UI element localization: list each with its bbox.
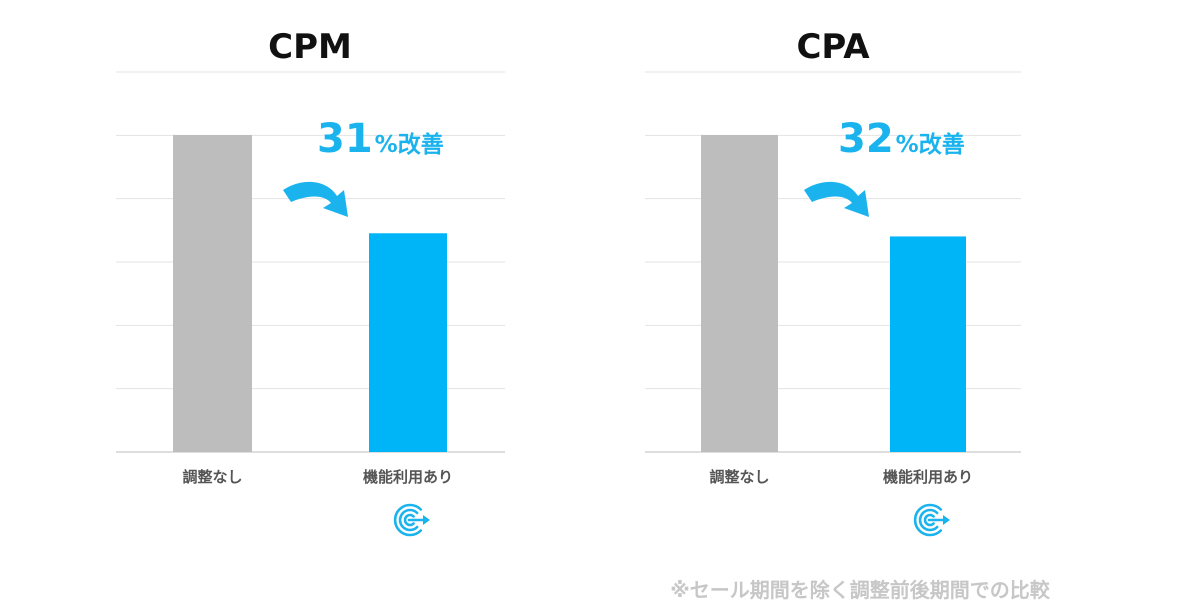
arrow-shape	[283, 181, 348, 217]
chart-cpm: CPM 調整なし 機能利用あり 31%改善	[116, 27, 505, 537]
logo-ring	[913, 503, 943, 537]
improvement-number: 31	[317, 116, 373, 162]
arrow-icon	[804, 181, 869, 217]
improvement-number: 32	[838, 116, 894, 162]
chart-title: CPA	[796, 27, 870, 67]
improvement-suffix: %改善	[896, 131, 965, 158]
logo-ring	[918, 508, 939, 532]
x-tick-label: 調整なし	[182, 468, 242, 486]
footnote: ※セール期間を除く調整前後期間での比較	[670, 578, 1050, 602]
logo-ring	[398, 508, 419, 532]
chart-title: CPM	[268, 27, 352, 67]
logo-icon	[913, 503, 950, 537]
improvement-suffix: %改善	[375, 131, 444, 158]
logo-arrow-head	[943, 515, 950, 525]
x-tick-label: 機能利用あり	[363, 468, 453, 486]
bar-baseline	[701, 135, 778, 452]
bar-feature	[890, 236, 966, 452]
logo-ring	[393, 503, 423, 537]
bar-baseline	[173, 135, 252, 452]
chart-cpa: CPA 調整なし 機能利用あり 32%改善	[645, 27, 1021, 537]
logo-arrow-head	[423, 515, 430, 525]
improvement-label: 32%改善	[838, 116, 965, 162]
arrow-shape	[804, 181, 869, 217]
logo-ring	[923, 513, 935, 527]
bar-feature	[369, 233, 447, 452]
arrow-icon	[283, 181, 348, 217]
improvement-label: 31%改善	[317, 116, 444, 162]
logo-ring	[403, 513, 415, 527]
x-tick-label: 調整なし	[709, 468, 769, 486]
x-tick-label: 機能利用あり	[883, 468, 973, 486]
logo-icon	[393, 503, 430, 537]
